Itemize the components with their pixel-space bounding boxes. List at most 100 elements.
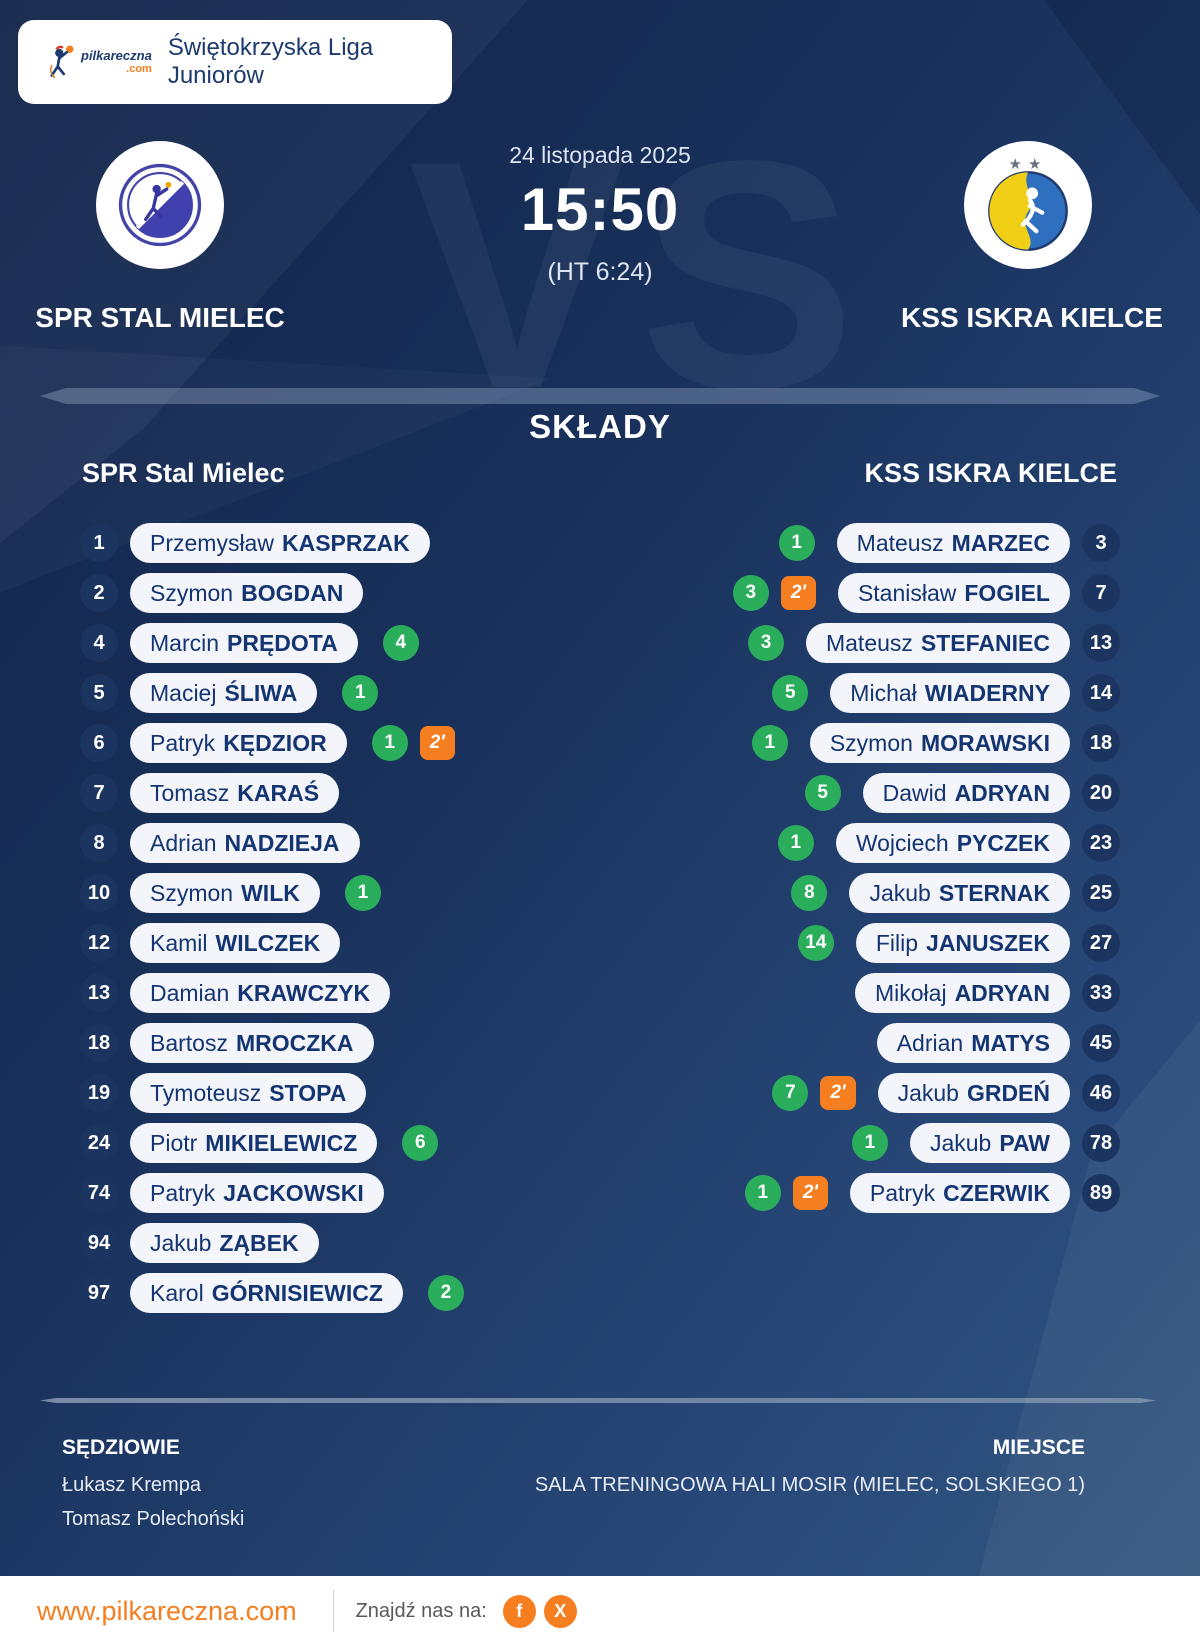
player-last-name: STEFANIEC: [920, 629, 1050, 656]
player-name-pill: Jakub ZĄBEK: [130, 1223, 319, 1263]
website-url[interactable]: www.pilkareczna.com: [37, 1595, 297, 1626]
player-name-pill: Patryk KĘDZIOR: [130, 723, 347, 763]
player-number-badge: 27: [1082, 924, 1120, 962]
player-first-name: Mateusz: [825, 629, 913, 656]
penalty-badge: 2': [792, 1176, 828, 1210]
player-row: 94 Jakub ZĄBEK: [80, 1218, 464, 1268]
player-row: 5 Michał WIADERNY 14: [733, 668, 1120, 718]
player-last-name: MIKIELEWICZ: [205, 1129, 358, 1156]
player-last-name: FOGIEL: [964, 579, 1050, 606]
player-first-name: Karol: [150, 1279, 204, 1306]
player-last-name: MROCZKA: [235, 1029, 354, 1056]
player-first-name: Szymon: [829, 729, 913, 756]
player-first-name: Patryk: [150, 729, 216, 756]
player-name-pill: Tymoteusz STOPA: [130, 1073, 367, 1113]
player-first-name: Piotr: [150, 1129, 198, 1156]
footer-divider: [332, 1590, 334, 1632]
player-first-name: Marcin: [150, 629, 220, 656]
player-number-badge: 23: [1082, 824, 1120, 862]
player-number-badge: 78: [1082, 1124, 1120, 1162]
player-last-name: ŚLIWA: [224, 679, 298, 706]
player-last-name: CZERWIK: [943, 1179, 1050, 1206]
home-roster-header: SPR Stal Mielec: [82, 458, 285, 488]
player-name-pill: Filip JANUSZEK: [855, 923, 1070, 963]
venue-name: SALA TRENINGOWA HALI MOSIR (MIELEC, SOLS…: [534, 1474, 1085, 1496]
halftime-score: (HT 6:24): [547, 258, 653, 286]
player-last-name: ZĄBEK: [219, 1229, 299, 1256]
facebook-icon[interactable]: f: [502, 1594, 536, 1628]
stal-mielec-crest-icon: [118, 163, 202, 247]
goals-badge: 1: [744, 1175, 781, 1211]
player-row: 7 Tomasz KARAŚ: [80, 768, 464, 818]
player-last-name: KASPRZAK: [281, 529, 410, 556]
player-first-name: Jakub: [869, 879, 931, 906]
logo-tld: .com: [126, 63, 152, 75]
referee-name: Łukasz Krempa: [62, 1474, 201, 1496]
player-last-name: WILK: [241, 879, 300, 906]
goals-badge: 5: [772, 675, 809, 711]
player-last-name: MORAWSKI: [920, 729, 1050, 756]
player-row: 8 Jakub STERNAK 25: [733, 868, 1120, 918]
player-number-badge: 3: [1082, 524, 1120, 562]
referees-label: SĘDZIOWIE: [62, 1436, 180, 1459]
player-number-badge: 10: [80, 874, 118, 912]
player-number-badge: 94: [80, 1224, 118, 1262]
player-name-pill: Mateusz MARZEC: [836, 523, 1070, 563]
player-row: 18 Bartosz MROCZKA: [80, 1018, 464, 1068]
find-us-label: Znajdź nas na:: [355, 1599, 487, 1622]
player-last-name: PRĘDOTA: [227, 629, 338, 656]
penalty-badge: 2': [780, 576, 816, 610]
player-first-name: Patryk: [869, 1179, 936, 1206]
player-row: 1 Szymon MORAWSKI 18: [733, 718, 1120, 768]
goals-badge: 8: [791, 875, 828, 911]
player-name-pill: Szymon WILK: [130, 873, 320, 913]
player-number-badge: 20: [1082, 774, 1120, 812]
penalty-badge: 2': [820, 1076, 856, 1110]
player-name-pill: Patryk CZERWIK: [849, 1173, 1070, 1213]
player-last-name: JACKOWSKI: [223, 1179, 364, 1206]
handball-player-icon: [50, 45, 74, 79]
player-number-badge: 18: [1082, 724, 1120, 762]
away-roster-header: KSS ISKRA KIELCE: [864, 458, 1117, 488]
player-number-badge: 97: [80, 1274, 118, 1312]
player-name-pill: Adrian MATYS: [876, 1023, 1070, 1063]
player-first-name: Damian: [150, 979, 230, 1006]
venue-label: MIEJSCE: [992, 1436, 1085, 1459]
player-name-pill: Patryk JACKOWSKI: [130, 1173, 384, 1213]
player-row: 97 Karol GÓRNISIEWICZ 2: [80, 1268, 464, 1318]
iskra-kielce-crest-icon: [988, 171, 1068, 251]
league-banner: pilkareczna .com Świętokrzyska Liga Juni…: [18, 20, 452, 104]
player-last-name: MATYS: [971, 1029, 1050, 1056]
player-name-pill: Adrian NADZIEJA: [130, 823, 360, 863]
player-name-pill: Marcin PRĘDOTA: [130, 623, 358, 663]
goals-badge: 5: [804, 775, 841, 811]
player-number-badge: 4: [80, 624, 118, 662]
player-name-pill: Mateusz STEFANIEC: [805, 623, 1070, 663]
player-row: 5 Dawid ADRYAN 20: [733, 768, 1120, 818]
player-row: 2 Szymon BOGDAN: [80, 568, 464, 618]
player-name-pill: Szymon MORAWSKI: [809, 723, 1070, 763]
player-first-name: Michał: [850, 679, 917, 706]
player-last-name: JANUSZEK: [926, 929, 1050, 956]
player-first-name: Tomasz: [150, 779, 230, 806]
player-number-badge: 46: [1082, 1074, 1120, 1112]
x-twitter-icon[interactable]: X: [543, 1594, 577, 1628]
player-last-name: KARAŚ: [237, 779, 320, 806]
home-team-name: SPR STAL MIELEC: [35, 302, 285, 333]
player-row: 10 Szymon WILK 1: [80, 868, 464, 918]
player-row: 19 Tymoteusz STOPA: [80, 1068, 464, 1118]
player-row: Adrian MATYS 45: [733, 1018, 1120, 1068]
player-name-pill: Karol GÓRNISIEWICZ: [130, 1273, 403, 1313]
player-row: 14 Filip JANUSZEK 27: [733, 918, 1120, 968]
player-last-name: ADRYAN: [954, 979, 1050, 1006]
vs-watermark: VS: [408, 93, 870, 456]
player-row: 6 Patryk KĘDZIOR 1 2': [80, 718, 464, 768]
player-number-badge: 45: [1082, 1024, 1120, 1062]
player-first-name: Stanisław: [857, 579, 957, 606]
goals-badge: 6: [402, 1125, 439, 1161]
player-row: Mikołaj ADRYAN 33: [733, 968, 1120, 1018]
player-number-badge: 89: [1082, 1174, 1120, 1212]
player-first-name: Patryk: [150, 1179, 216, 1206]
goals-badge: 1: [778, 525, 815, 561]
player-name-pill: Stanisław FOGIEL: [837, 573, 1070, 613]
